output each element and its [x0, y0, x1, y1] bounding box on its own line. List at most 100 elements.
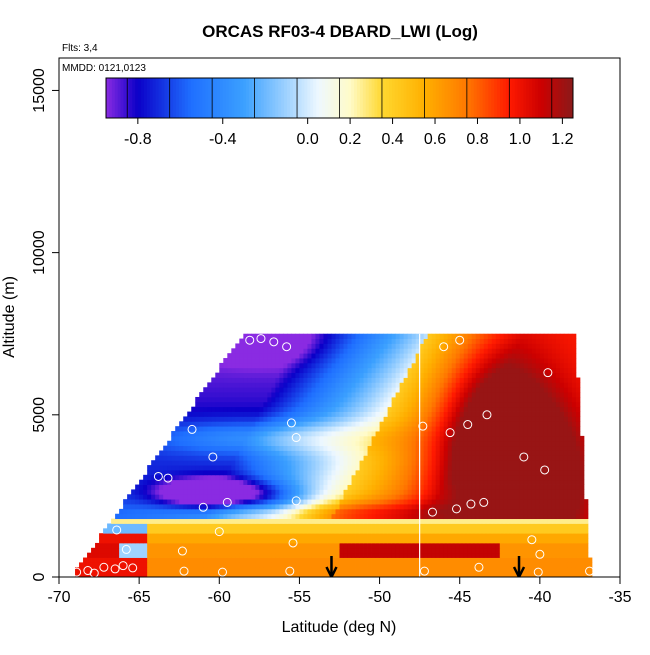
heatmap-cell — [243, 382, 248, 388]
heatmap-cell — [503, 494, 509, 500]
heatmap-cell — [239, 528, 244, 534]
heatmap-cell — [559, 401, 565, 408]
heatmap-cell — [191, 455, 196, 461]
heatmap-cell — [335, 533, 340, 539]
heatmap-cell — [443, 489, 449, 495]
heatmap-cell — [347, 552, 352, 558]
heatmap-cell — [539, 387, 545, 393]
heatmap-cell — [395, 367, 401, 374]
heatmap-cell — [339, 460, 344, 466]
heatmap-cell — [511, 455, 517, 461]
heatmap-cell — [235, 387, 240, 393]
heatmap-cell — [363, 367, 368, 374]
heatmap-cell — [275, 465, 280, 471]
heatmap-cell — [335, 406, 340, 412]
heatmap-cell — [359, 372, 364, 378]
heatmap-cell — [279, 523, 284, 529]
heatmap-cell — [295, 533, 300, 539]
heatmap-cell — [527, 450, 533, 456]
heatmap-cell — [275, 494, 280, 500]
heatmap-cell — [351, 401, 356, 408]
heatmap-cell — [207, 426, 212, 432]
heatmap-cell — [195, 547, 200, 554]
heatmap-cell — [287, 499, 292, 505]
heatmap-cell — [371, 552, 376, 558]
heatmap-cell — [251, 396, 256, 403]
heatmap-cell — [267, 499, 272, 505]
heatmap-cell — [263, 567, 268, 573]
heatmap-cell — [335, 431, 340, 437]
heatmap-cell — [439, 353, 445, 359]
heatmap-cell — [551, 421, 557, 427]
heatmap-cell — [199, 479, 204, 485]
heatmap-cell — [271, 348, 276, 354]
heatmap-cell — [335, 518, 340, 524]
heatmap-cell — [355, 489, 360, 495]
heatmap-cell — [331, 552, 336, 558]
heatmap-cell — [271, 431, 276, 437]
heatmap-cell — [335, 416, 340, 422]
heatmap-cell — [567, 401, 573, 408]
heatmap-cell — [559, 382, 565, 388]
heatmap-cell — [543, 431, 549, 437]
heatmap-cell — [215, 440, 220, 447]
heatmap-cell — [363, 372, 368, 378]
heatmap-cell — [219, 489, 224, 495]
heatmap-cell — [267, 518, 272, 524]
heatmap-cell — [387, 426, 392, 432]
heatmap-cell — [499, 440, 505, 447]
heatmap-cell — [187, 460, 192, 466]
heatmap-cell — [567, 538, 573, 544]
heatmap-cell — [523, 479, 529, 485]
heatmap-cell — [447, 372, 453, 378]
heatmap-cell — [467, 382, 473, 388]
heatmap-cell — [571, 416, 577, 422]
heatmap-cell — [531, 362, 537, 369]
heatmap-cell — [487, 474, 493, 481]
heatmap-cell — [543, 484, 549, 490]
heatmap-cell — [527, 401, 533, 408]
heatmap-cell — [183, 431, 188, 437]
heatmap-cell — [391, 523, 396, 529]
heatmap-cell — [543, 494, 549, 500]
heatmap-cell — [287, 372, 292, 378]
heatmap-cell — [219, 392, 224, 398]
heatmap-cell — [387, 411, 392, 417]
heatmap-cell — [291, 533, 296, 539]
heatmap-cell — [451, 465, 457, 471]
heatmap-cell — [423, 533, 429, 539]
heatmap-cell — [251, 479, 256, 485]
heatmap-cell — [495, 406, 501, 412]
heatmap-cell — [583, 552, 589, 558]
heatmap-cell — [543, 353, 549, 359]
heatmap-cell — [459, 392, 465, 398]
heatmap-cell — [367, 533, 372, 539]
heatmap-cell — [299, 406, 304, 412]
heatmap-cell — [499, 392, 505, 398]
heatmap-cell — [431, 460, 437, 466]
heatmap-cell — [251, 465, 256, 471]
heatmap-cell — [347, 416, 352, 422]
heatmap-cell — [147, 523, 152, 529]
heatmap-cell — [247, 348, 252, 354]
heatmap-cell — [335, 387, 340, 393]
heatmap-cell — [355, 499, 360, 505]
heatmap-cell — [151, 494, 156, 500]
heatmap-cell — [319, 406, 324, 412]
heatmap-cell — [451, 455, 457, 461]
heatmap-cell — [571, 401, 577, 408]
heatmap-cell — [451, 416, 457, 422]
heatmap-cell — [499, 406, 505, 412]
heatmap-cell — [343, 494, 348, 500]
heatmap-cell — [391, 547, 396, 554]
heatmap-cell — [231, 508, 236, 515]
heatmap-cell — [471, 367, 477, 374]
heatmap-cell — [227, 465, 232, 471]
heatmap-cell — [507, 367, 513, 374]
heatmap-cell — [379, 358, 384, 364]
heatmap-cell — [163, 465, 168, 471]
heatmap-cell — [555, 455, 561, 461]
heatmap-cell — [415, 499, 421, 505]
heatmap-cell — [215, 523, 220, 529]
heatmap-cell — [247, 358, 252, 364]
